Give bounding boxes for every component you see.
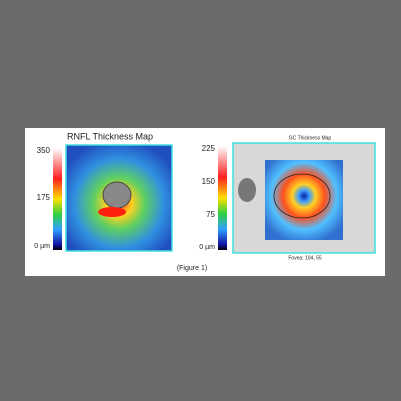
left-title: RNFL Thickness Map <box>67 131 153 141</box>
right-scale-label: 0 µm <box>199 244 215 251</box>
left-scale-label: 350 <box>37 146 51 155</box>
hotspot <box>98 207 126 217</box>
left-scale-label: 175 <box>37 193 51 202</box>
ellipse-outline <box>273 173 331 219</box>
optic-disc <box>102 181 132 209</box>
right-scale-label: 225 <box>202 144 216 153</box>
right-scale-label: 75 <box>206 210 215 219</box>
left-colorbar <box>53 148 62 250</box>
caption: (Figure 1) <box>177 265 207 272</box>
left-scale-label: 0 µm <box>34 243 50 250</box>
gcl-map <box>265 160 343 240</box>
fovea-note: Fovea: 104, 55 <box>288 255 322 261</box>
optic-disc <box>238 178 256 202</box>
right-scale-label: 150 <box>202 177 216 186</box>
right-title: GC Thickness Map <box>289 135 332 141</box>
right-colorbar <box>218 146 227 250</box>
